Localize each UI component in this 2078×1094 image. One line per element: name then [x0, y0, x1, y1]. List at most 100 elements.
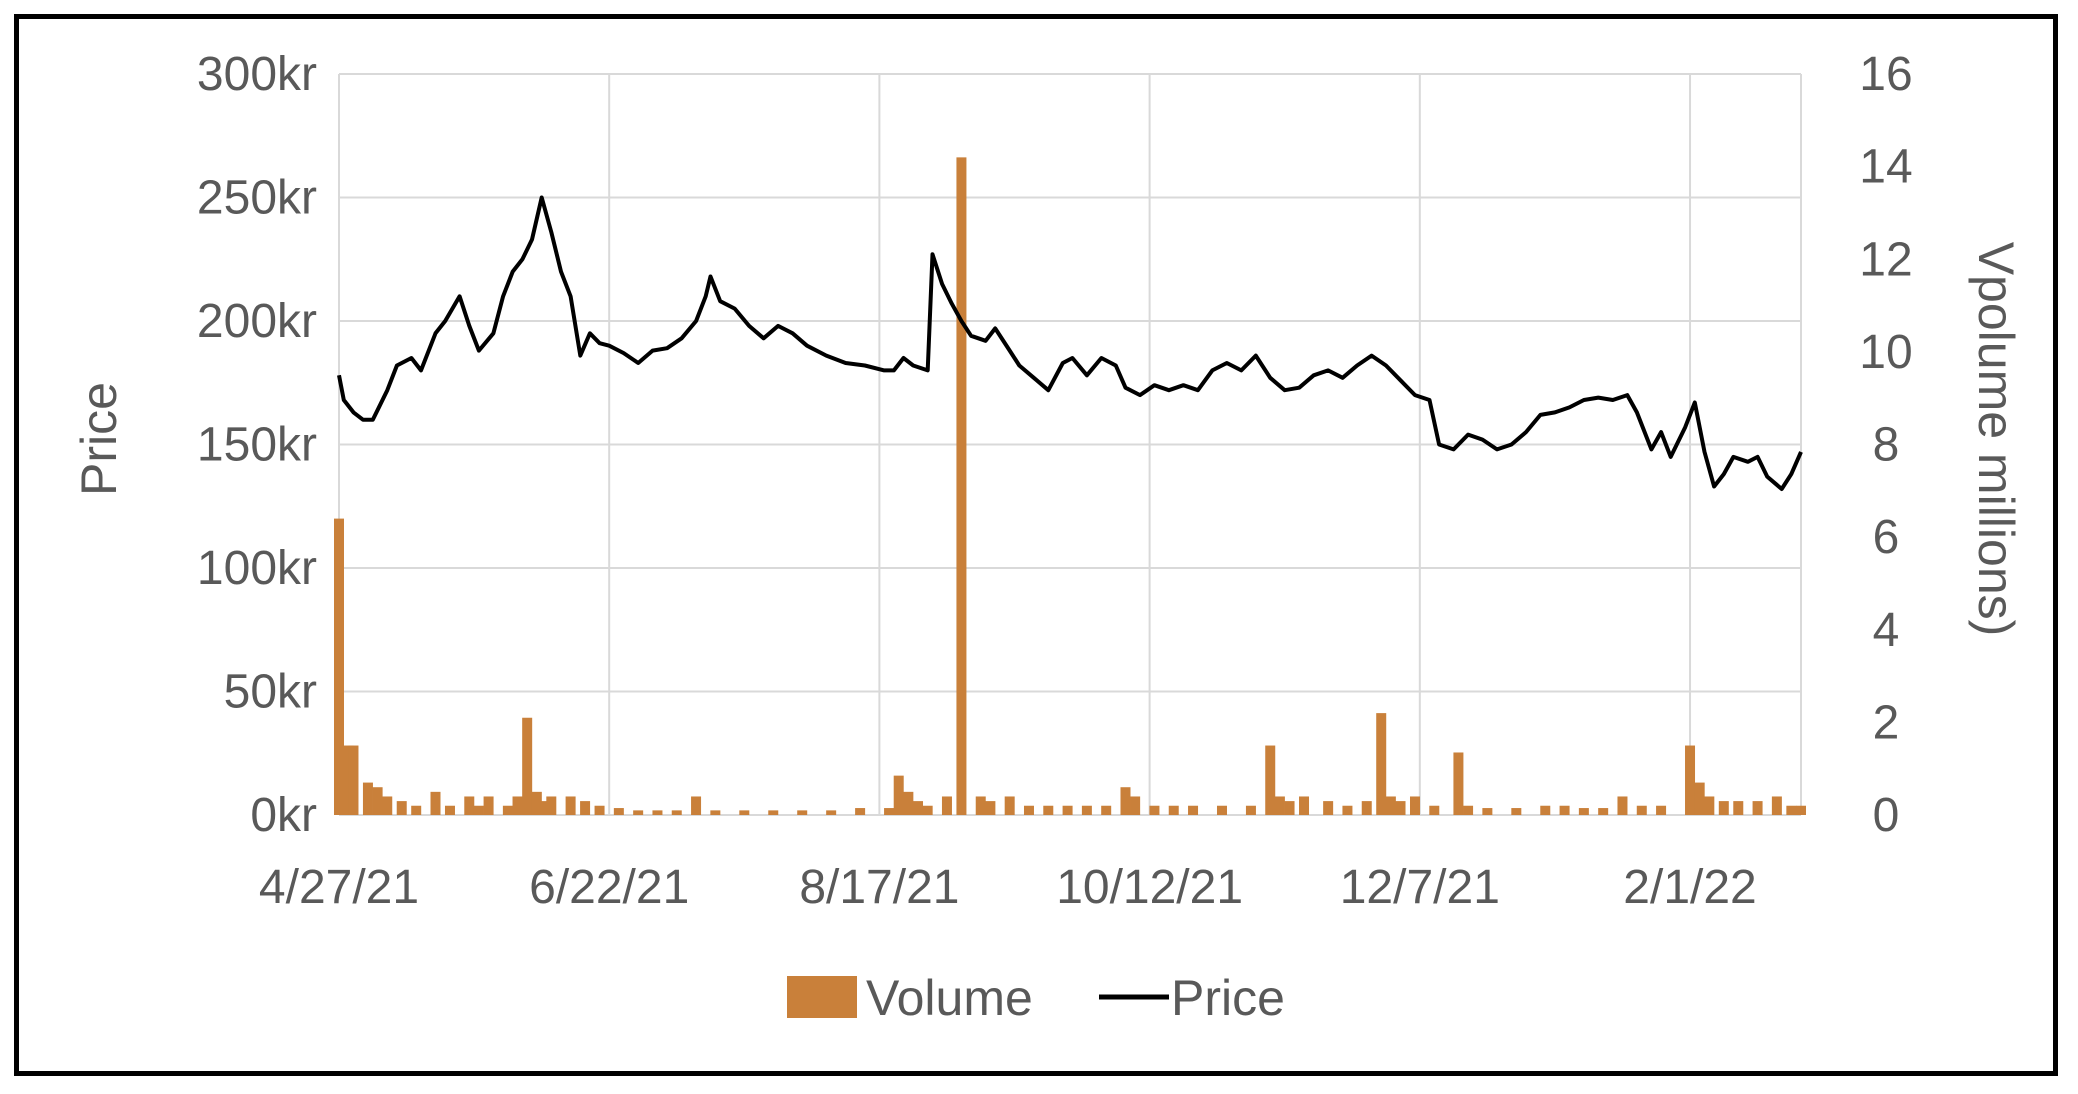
- volume-bar: [382, 796, 393, 815]
- legend-price-label: Price: [1171, 970, 1285, 1026]
- volume-bar: [956, 157, 967, 816]
- x-tick-labels: 4/27/21 6/22/21 8/17/21 10/12/21 12/7/21 2/1/…: [259, 861, 1757, 914]
- price-line: [337, 195, 1803, 491]
- volume-bar: [430, 791, 441, 815]
- y2-tick-label: 0: [1873, 789, 1900, 842]
- volume-bar: [884, 808, 895, 815]
- y-tick-label: 200kr: [197, 295, 317, 348]
- x-tick-label: 2/1/22: [1623, 861, 1756, 914]
- volume-bar: [396, 801, 407, 815]
- volume-bar: [565, 796, 576, 815]
- volume-bar: [1511, 808, 1522, 815]
- y2-tick-label: 2: [1873, 696, 1900, 749]
- price-line-group: [337, 195, 1803, 491]
- volume-bar: [903, 791, 914, 815]
- volume-bar: [411, 805, 422, 815]
- volume-bar: [362, 782, 373, 815]
- y2-tick-labels: 0 2 4 6 8 10 12 14 16: [1859, 48, 1912, 842]
- volume-bar: [522, 717, 533, 815]
- y2-axis-title: Vpolume millions): [1968, 242, 2024, 637]
- volume-bar: [1395, 801, 1406, 815]
- y2-tick-label: 6: [1873, 511, 1900, 564]
- y-axis-title: Price: [71, 382, 127, 496]
- volume-bar: [1540, 805, 1551, 815]
- volume-bar: [1578, 808, 1589, 815]
- volume-bar: [1429, 805, 1440, 815]
- volume-bar: [1617, 796, 1628, 815]
- volume-bar: [1559, 805, 1570, 815]
- volume-bar: [975, 796, 986, 815]
- volume-bar: [531, 791, 542, 815]
- y2-tick-label: 14: [1859, 141, 1912, 194]
- volume-bar: [797, 810, 808, 815]
- volume-bar: [652, 810, 663, 815]
- volume-bar: [1299, 796, 1310, 815]
- volume-bar: [633, 810, 644, 815]
- volume-bar: [1786, 805, 1797, 815]
- volume-bar: [546, 796, 557, 815]
- y2-tick-label: 10: [1859, 326, 1912, 379]
- chart-svg: 0kr 50kr 100kr 150kr 200kr 250kr 300kr 0 2 4 6 8 10…: [71, 48, 2024, 1026]
- volume-bar: [913, 801, 924, 815]
- volume-bar: [1342, 805, 1353, 815]
- volume-bar: [1385, 796, 1396, 815]
- y-tick-label: 100kr: [197, 542, 317, 595]
- y2-tick-label: 4: [1873, 604, 1900, 657]
- volume-bar: [1733, 801, 1744, 815]
- legend-volume-label: Volume: [866, 970, 1033, 1026]
- volume-bar: [1409, 796, 1420, 815]
- volume-bar: [1265, 745, 1276, 815]
- volume-bar: [348, 745, 359, 815]
- y-tick-label: 50kr: [224, 666, 317, 719]
- volume-bar: [334, 518, 344, 815]
- volume-bar: [985, 801, 996, 815]
- volume-bar: [1771, 796, 1782, 815]
- y2-tick-label: 8: [1873, 419, 1900, 472]
- volume-bar: [1718, 801, 1729, 815]
- volume-bar: [1685, 745, 1696, 815]
- volume-bar: [1453, 752, 1464, 815]
- volume-bar: [768, 810, 779, 815]
- volume-bar: [580, 801, 591, 815]
- volume-bar: [826, 810, 837, 815]
- volume-bar: [1284, 801, 1295, 815]
- volume-bar: [1463, 805, 1474, 815]
- volume-bar: [1168, 805, 1179, 815]
- legend: Volume Price: [787, 970, 1285, 1026]
- volume-bar: [1188, 805, 1199, 815]
- volume-bar: [1149, 805, 1160, 815]
- chart-frame: 0kr 50kr 100kr 150kr 200kr 250kr 300kr 0 2 4 6 8 10…: [14, 14, 2058, 1076]
- volume-bar: [1704, 796, 1715, 815]
- volume-bar: [691, 796, 702, 815]
- volume-bar: [444, 805, 455, 815]
- volume-bar: [372, 787, 383, 815]
- volume-bar: [1376, 713, 1387, 815]
- volume-bar: [1323, 801, 1334, 815]
- volume-bars: [334, 157, 1806, 816]
- volume-bar: [739, 810, 750, 815]
- volume-bar: [1598, 808, 1609, 815]
- volume-bar: [1482, 808, 1493, 815]
- volume-bar: [483, 796, 494, 815]
- legend-volume-swatch: [787, 976, 857, 1018]
- volume-bar: [1081, 805, 1092, 815]
- volume-bar: [1130, 796, 1141, 815]
- volume-bar: [512, 796, 523, 815]
- x-tick-label: 6/22/21: [529, 861, 689, 914]
- volume-bar: [464, 796, 475, 815]
- volume-bar: [613, 808, 624, 815]
- volume-bar: [1656, 805, 1667, 815]
- y-tick-label: 0kr: [250, 789, 317, 842]
- gridlines: [338, 73, 1802, 816]
- x-tick-label: 8/17/21: [799, 861, 959, 914]
- volume-bar: [941, 796, 952, 815]
- volume-bar: [1636, 805, 1647, 815]
- volume-bar: [1694, 782, 1705, 815]
- volume-bar: [473, 805, 484, 815]
- volume-bar: [1245, 805, 1256, 815]
- volume-bar: [502, 805, 513, 815]
- volume-bar: [1004, 796, 1015, 815]
- volume-bar: [671, 810, 682, 815]
- volume-bar: [1796, 805, 1806, 815]
- y-tick-label: 300kr: [197, 48, 317, 101]
